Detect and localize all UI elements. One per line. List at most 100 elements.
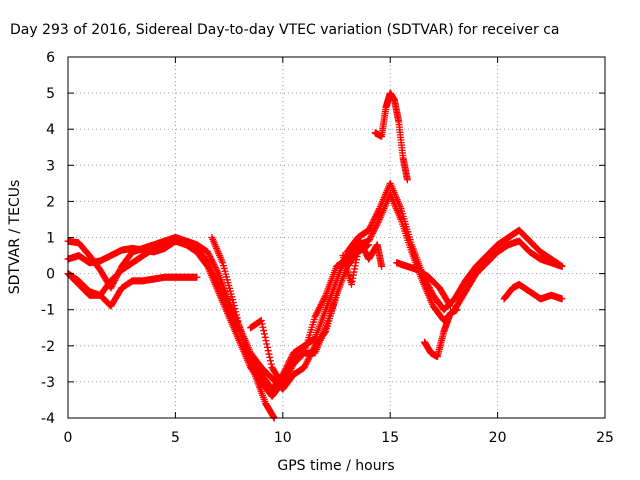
data-point xyxy=(261,333,269,341)
data-point xyxy=(211,263,219,271)
series-4 xyxy=(64,270,201,310)
data-point xyxy=(205,251,213,259)
data-point xyxy=(378,262,386,270)
data-point xyxy=(284,371,292,379)
y-tick-label: 4 xyxy=(46,122,55,138)
data-point xyxy=(286,366,294,374)
data-point xyxy=(317,301,325,309)
data-point xyxy=(233,314,241,322)
data-point xyxy=(267,360,275,368)
series-8 xyxy=(371,89,411,184)
data-point xyxy=(193,273,201,281)
y-tick-label: -4 xyxy=(41,411,55,427)
x-axis-ticks: 0 5 10 15 20 25 xyxy=(64,57,614,446)
data-point xyxy=(316,302,324,310)
data-point xyxy=(283,372,291,380)
data-point xyxy=(210,260,218,268)
data-point xyxy=(403,176,411,184)
x-axis-label: GPS time / hours xyxy=(277,458,394,474)
series-9 xyxy=(393,259,454,310)
data-point xyxy=(263,343,271,351)
data-point xyxy=(315,305,323,313)
data-point xyxy=(262,337,270,345)
data-point xyxy=(283,374,291,382)
series-2 xyxy=(64,190,566,400)
data-point xyxy=(232,308,240,316)
x-tick-label: 25 xyxy=(596,430,614,446)
data-point xyxy=(286,368,294,376)
data-points xyxy=(64,89,566,422)
data-point xyxy=(365,236,373,244)
data-point xyxy=(229,298,237,306)
data-point xyxy=(372,222,380,230)
data-point xyxy=(280,378,288,386)
data-point xyxy=(558,295,566,303)
data-point xyxy=(320,294,328,302)
data-point xyxy=(263,340,271,348)
data-point xyxy=(204,248,212,256)
data-point xyxy=(282,375,290,383)
y-tick-label: 2 xyxy=(46,194,55,210)
data-point xyxy=(206,253,214,261)
data-point xyxy=(257,317,265,325)
data-point xyxy=(232,311,240,319)
data-point xyxy=(371,225,379,233)
data-point xyxy=(213,267,221,275)
data-point xyxy=(288,363,296,371)
data-point xyxy=(370,226,378,234)
data-point xyxy=(313,308,321,316)
data-point xyxy=(267,357,275,365)
data-point xyxy=(365,241,373,249)
data-point xyxy=(366,234,374,242)
y-tick-label: 0 xyxy=(46,267,55,283)
data-point xyxy=(375,217,383,225)
data-point xyxy=(207,254,215,262)
data-point xyxy=(369,228,377,236)
y-tick-label: -1 xyxy=(41,303,55,319)
data-point xyxy=(238,333,246,341)
data-point xyxy=(236,323,244,331)
grid xyxy=(68,57,605,418)
data-point xyxy=(301,362,309,370)
y-tick-label: -2 xyxy=(41,339,55,355)
y-tick-label: 6 xyxy=(46,50,55,66)
data-point xyxy=(303,359,311,367)
data-point xyxy=(234,317,242,325)
data-point xyxy=(214,268,222,276)
data-point xyxy=(311,313,319,321)
data-point xyxy=(369,229,377,237)
data-point xyxy=(265,350,273,358)
data-point xyxy=(319,297,327,305)
data-point xyxy=(446,301,454,309)
data-point xyxy=(304,356,312,364)
chart-title: Day 293 of 2016, Sidereal Day-to-day VTE… xyxy=(10,22,560,38)
data-point xyxy=(313,310,321,318)
data-point xyxy=(207,256,215,264)
x-tick-label: 15 xyxy=(381,430,399,446)
data-point xyxy=(558,262,566,270)
data-point xyxy=(259,323,267,331)
data-point xyxy=(446,302,454,310)
data-point xyxy=(280,380,288,388)
y-tick-label: 1 xyxy=(46,231,55,247)
series-6 xyxy=(247,291,340,390)
data-point xyxy=(281,377,289,385)
x-tick-label: 20 xyxy=(489,430,507,446)
data-point xyxy=(231,305,239,313)
data-point xyxy=(453,306,461,314)
data-point xyxy=(258,320,266,328)
series-5 xyxy=(208,234,278,422)
data-point xyxy=(239,339,247,347)
data-point xyxy=(235,320,243,328)
data-point xyxy=(300,363,308,371)
series-11 xyxy=(500,280,566,303)
data-point xyxy=(367,232,375,240)
data-point xyxy=(314,307,322,315)
data-point xyxy=(316,304,324,312)
data-point xyxy=(208,257,216,265)
data-point xyxy=(204,249,212,257)
data-point xyxy=(321,293,329,301)
data-point xyxy=(266,353,274,361)
